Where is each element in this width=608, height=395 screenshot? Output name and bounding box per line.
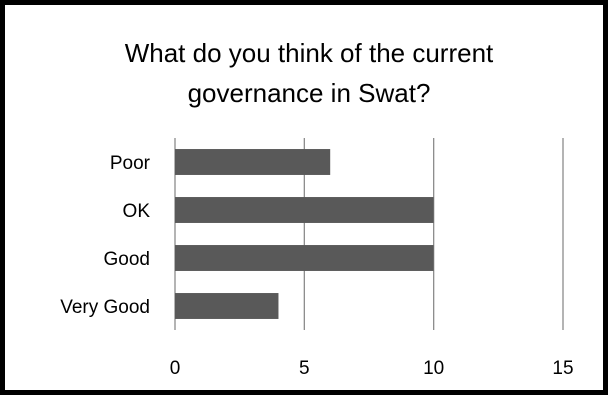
bar-ok (175, 197, 434, 223)
bar-good (175, 245, 434, 271)
x-tick-label: 5 (299, 358, 310, 379)
bar-very-good (175, 293, 279, 319)
chart-title-line-2: governance in Swat? (187, 78, 431, 108)
category-label-poor: Poor (110, 153, 151, 174)
x-tick-label: 0 (170, 358, 181, 379)
chart-title: What do you think of the current governa… (25, 33, 593, 113)
bar-poor (175, 149, 331, 175)
chart-title-line-1: What do you think of the current (124, 38, 494, 68)
category-label-very-good: Very Good (60, 297, 150, 318)
x-tick-label: 15 (552, 358, 573, 379)
x-tick-label: 10 (423, 358, 444, 379)
category-label-ok: OK (123, 201, 151, 222)
category-label-good: Good (104, 249, 150, 270)
